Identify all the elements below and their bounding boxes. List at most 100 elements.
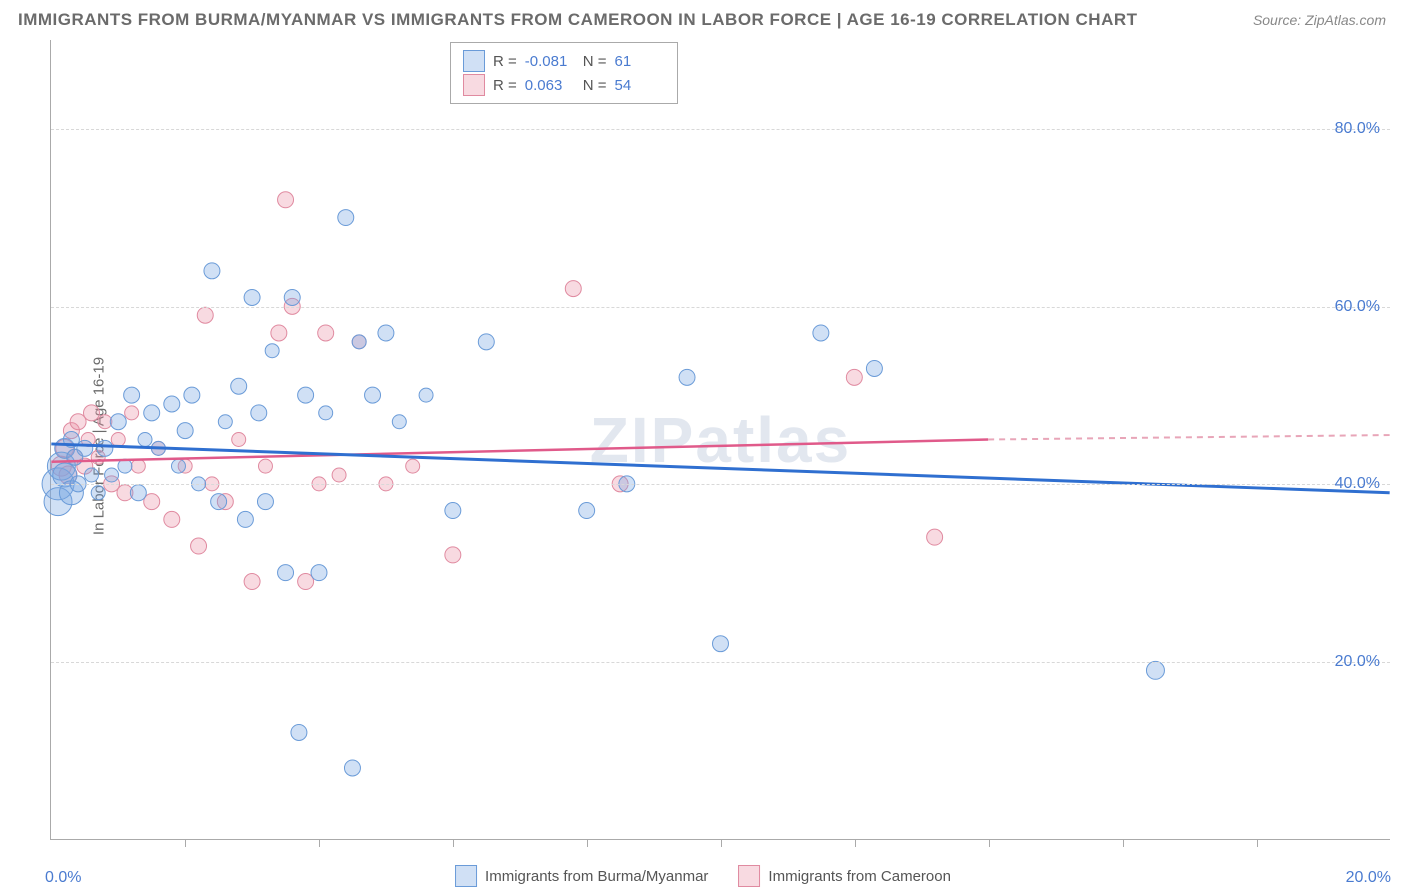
point-series-a [257,494,273,510]
point-series-a [124,387,140,403]
point-series-b [164,511,180,527]
x-tick [989,839,990,847]
point-series-a [244,289,260,305]
point-series-a [237,511,253,527]
point-series-a [291,724,307,740]
legend-label: Immigrants from Cameroon [768,868,951,885]
point-series-a [813,325,829,341]
point-series-a [251,405,267,421]
point-series-b [244,574,260,590]
x-axis-min-label: 0.0% [45,869,81,887]
point-series-b [197,307,213,323]
point-series-a [419,388,433,402]
point-series-b [318,325,334,341]
legend-label: Immigrants from Burma/Myanmar [485,868,708,885]
point-series-a [211,494,227,510]
point-series-a [97,440,113,456]
x-tick [855,839,856,847]
point-series-a [445,503,461,519]
point-series-a [1146,661,1164,679]
point-series-a [265,344,279,358]
point-series-b [332,468,346,482]
point-series-a [184,387,200,403]
n-label: N = [583,53,607,70]
x-tick [319,839,320,847]
point-series-a [866,360,882,376]
gridline [51,484,1390,485]
point-series-a [319,406,333,420]
point-series-a [579,503,595,519]
point-series-b [927,529,943,545]
r-value: -0.081 [525,53,575,70]
plot-area: ZIPatlas 20.0%40.0%60.0%80.0% [50,40,1390,840]
point-series-a [138,433,152,447]
point-series-a [679,369,695,385]
point-series-a [218,415,232,429]
legend-swatch-b [463,74,485,96]
n-value: 61 [615,53,665,70]
x-tick [721,839,722,847]
trendline-a [51,444,1389,493]
point-series-a [84,468,98,482]
point-series-a [392,415,406,429]
point-series-a [164,396,180,412]
point-series-a [110,414,126,430]
y-tick-label: 60.0% [1335,298,1380,316]
point-series-b [258,459,272,473]
point-series-a [352,335,366,349]
legend-item: Immigrants from Cameroon [738,865,951,887]
r-label: R = [493,53,517,70]
point-series-b [191,538,207,554]
point-series-a [171,459,185,473]
point-series-b [565,281,581,297]
point-series-a [91,486,105,500]
x-tick [185,839,186,847]
point-series-b [846,369,862,385]
trendline-b-extrapolated [988,435,1389,439]
point-series-a [478,334,494,350]
legend-swatch-b [738,865,760,887]
point-series-b [445,547,461,563]
point-series-b [232,433,246,447]
n-value: 54 [615,77,665,94]
chart-container: IMMIGRANTS FROM BURMA/MYANMAR VS IMMIGRA… [0,0,1406,892]
legend-row: R = -0.081 N = 61 [463,49,665,73]
point-series-a [204,263,220,279]
x-tick [1123,839,1124,847]
y-tick-label: 80.0% [1335,120,1380,138]
point-series-b [83,405,99,421]
point-series-b [111,433,125,447]
trendline-b [51,440,988,462]
legend-swatch-a [463,50,485,72]
point-series-a [365,387,381,403]
gridline [51,662,1390,663]
point-series-a [77,440,93,456]
point-series-a [378,325,394,341]
point-series-a [284,289,300,305]
point-series-b [278,192,294,208]
point-series-a [105,468,119,482]
legend-swatch-a [455,865,477,887]
point-series-b [131,459,145,473]
gridline [51,307,1390,308]
point-series-a [338,210,354,226]
point-series-a [298,387,314,403]
point-series-a [278,565,294,581]
y-tick-label: 40.0% [1335,475,1380,493]
point-series-a [311,565,327,581]
r-label: R = [493,77,517,94]
legend-row: R = 0.063 N = 54 [463,73,665,97]
point-series-a [130,485,146,501]
legend-item: Immigrants from Burma/Myanmar [455,865,708,887]
point-series-b [271,325,287,341]
x-axis-max-label: 20.0% [1346,869,1391,887]
gridline [51,129,1390,130]
point-series-a [713,636,729,652]
point-series-a [144,405,160,421]
r-value: 0.063 [525,77,575,94]
plot-svg [51,40,1390,839]
n-label: N = [583,77,607,94]
point-series-a [231,378,247,394]
series-legend: Immigrants from Burma/Myanmar Immigrants… [455,865,951,887]
point-series-b [406,459,420,473]
